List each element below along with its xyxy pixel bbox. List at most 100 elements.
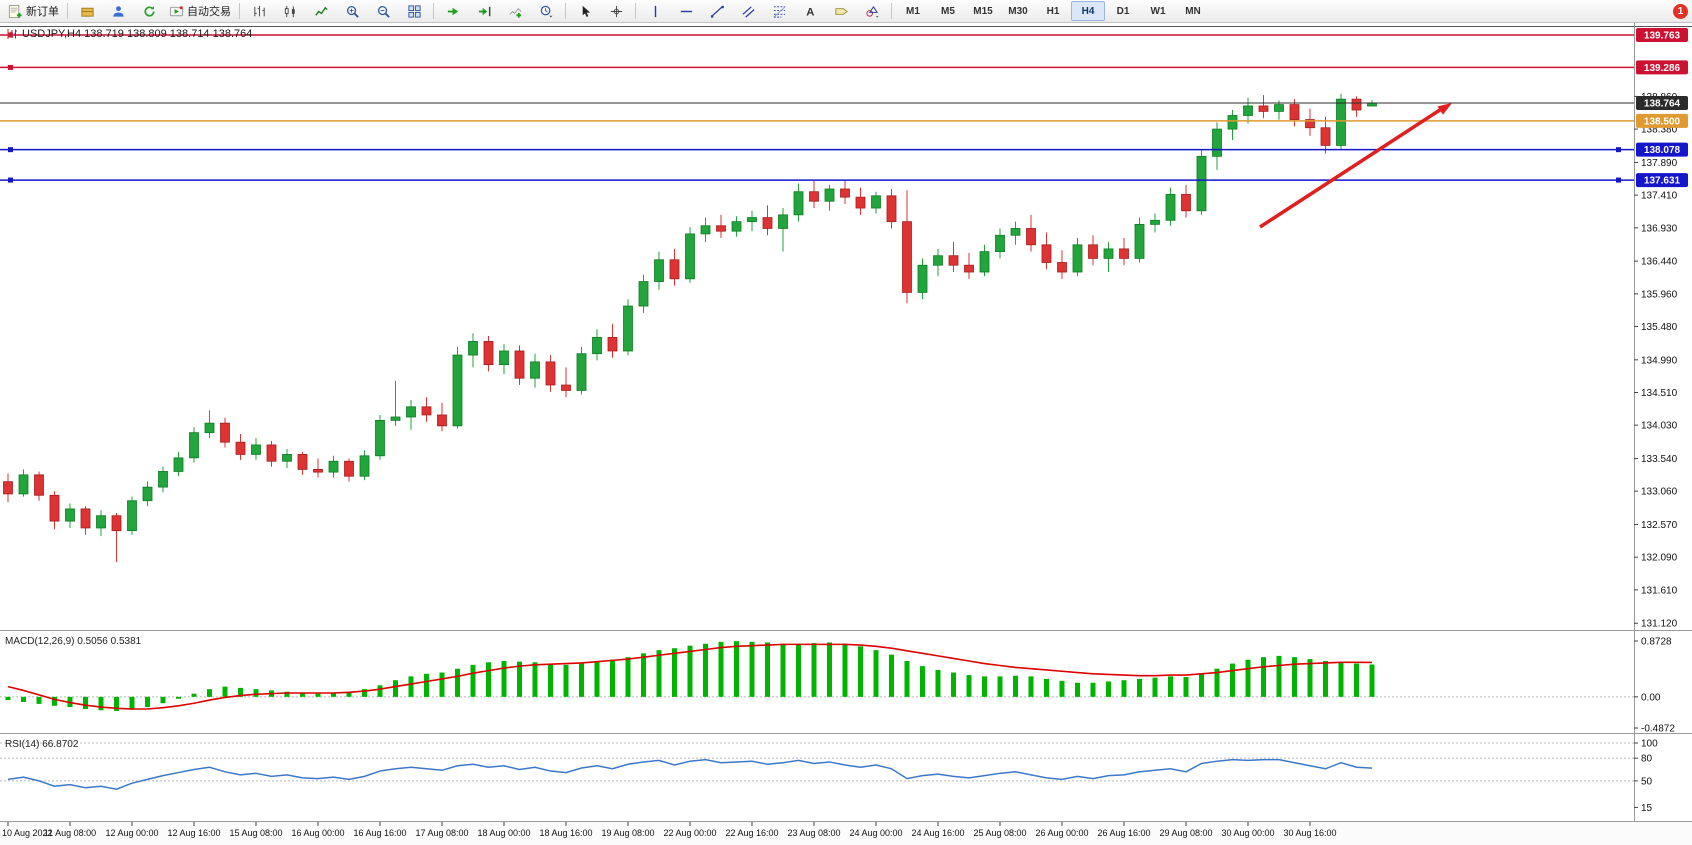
vertical-line-tool-button[interactable]: [640, 0, 670, 22]
notification-badge[interactable]: 1: [1673, 3, 1688, 19]
candle: [607, 336, 618, 352]
accounts-button[interactable]: [103, 0, 133, 22]
timeframe-button-m1[interactable]: M1: [906, 5, 920, 17]
auto-scroll-button[interactable]: [438, 0, 468, 22]
candle: [1336, 98, 1346, 146]
candlestick-chart-button[interactable]: [275, 0, 305, 22]
candle: [545, 361, 556, 386]
timeframe-button-h4[interactable]: H4: [1071, 1, 1105, 21]
channel-icon: [741, 5, 755, 18]
macd-signal-line: [7, 643, 1373, 710]
candle: [204, 422, 215, 434]
candle: [313, 469, 323, 473]
label-tool-button[interactable]: [826, 0, 856, 22]
candle: [561, 384, 571, 391]
price-badge-text: 139.763: [1644, 30, 1681, 41]
main-toolbar: 新订单 自动交易: [0, 0, 1692, 23]
toolbar-separator: [565, 3, 566, 19]
new-order-button[interactable]: 新订单: [4, 0, 63, 22]
price-axis-label: 134.510: [1641, 388, 1678, 399]
line-handle[interactable]: [8, 32, 13, 38]
zoom-in-icon: [346, 5, 359, 18]
toolbar-separator: [433, 3, 434, 19]
candle: [127, 500, 137, 532]
basket-icon: [80, 7, 94, 17]
candle: [173, 457, 184, 472]
trendline-tool-button[interactable]: [702, 0, 732, 22]
cursor-button[interactable]: [570, 0, 600, 22]
indicators-button[interactable]: [500, 0, 530, 22]
candle: [65, 508, 75, 522]
price-axis-label: 134.990: [1641, 355, 1678, 366]
candle: [34, 474, 44, 496]
candle: [995, 234, 1005, 253]
candle: [917, 264, 928, 293]
time-axis[interactable]: [0, 822, 1692, 845]
line-chart-button[interactable]: [306, 0, 336, 22]
candle: [592, 336, 602, 355]
time-axis-label: 22 Aug 16:00: [725, 828, 778, 838]
line-handle[interactable]: [8, 64, 13, 70]
trend-arrow-head: [1437, 103, 1452, 115]
candle: [1320, 127, 1331, 146]
candle: [1119, 248, 1129, 259]
candle: [840, 188, 850, 198]
crosshair-icon: [610, 5, 622, 17]
svg-text:A: A: [806, 6, 814, 18]
chart-shift-button[interactable]: [469, 0, 499, 22]
candle: [809, 191, 819, 202]
shapes-icon: [865, 5, 879, 18]
fibonacci-tool-button[interactable]: [764, 0, 794, 22]
time-axis-label: 26 Aug 16:00: [1097, 828, 1150, 838]
text-tool-button[interactable]: A: [795, 0, 825, 22]
zoom-out-button[interactable]: [368, 0, 398, 22]
time-axis-label: 26 Aug 00:00: [1035, 828, 1088, 838]
line-handle[interactable]: [1616, 147, 1621, 153]
refresh-button[interactable]: [134, 0, 164, 22]
timeframe-button-m5[interactable]: M5: [941, 5, 955, 17]
tile-windows-button[interactable]: [399, 0, 429, 22]
candle: [1057, 262, 1067, 273]
candle: [421, 406, 432, 416]
line-handle[interactable]: [8, 177, 13, 183]
crosshair-button[interactable]: [601, 0, 631, 22]
zoom-in-button[interactable]: [337, 0, 367, 22]
bar-chart-button[interactable]: [244, 0, 274, 22]
label-icon: [834, 7, 848, 15]
candle: [530, 361, 540, 379]
shapes-tool-button[interactable]: [857, 0, 887, 22]
line-handle[interactable]: [8, 147, 13, 153]
time-axis-label: 17 Aug 08:00: [415, 828, 468, 838]
candle: [390, 416, 401, 421]
autotrading-icon: [169, 5, 184, 16]
price-axis-label: 135.960: [1641, 289, 1678, 300]
candle: [514, 350, 525, 379]
rsi-scale-label: 80: [1641, 754, 1653, 765]
timeframe-button-mn[interactable]: MN: [1185, 5, 1201, 17]
time-axis-label: 16 Aug 00:00: [291, 828, 344, 838]
line-handle[interactable]: [1616, 177, 1621, 183]
candle: [669, 259, 680, 280]
line-chart-icon: [314, 6, 328, 16]
autotrading-button[interactable]: 自动交易: [165, 0, 235, 22]
periods-button[interactable]: [531, 0, 561, 22]
timeframe-button-w1[interactable]: W1: [1150, 5, 1166, 17]
candle: [1088, 244, 1098, 259]
price-axis-label: 137.410: [1641, 191, 1678, 202]
candle: [824, 188, 835, 202]
price-badge-support-2: [1636, 142, 1688, 157]
timeframe-button-m15[interactable]: M15: [973, 5, 993, 17]
price-badge-text: 138.500: [1644, 116, 1681, 127]
channel-tool-button[interactable]: [733, 0, 763, 22]
time-axis-label: 23 Aug 08:00: [787, 828, 840, 838]
horizontal-line-tool-button[interactable]: [671, 0, 701, 22]
history-center-button[interactable]: [72, 0, 102, 22]
timeframe-button-m30[interactable]: M30: [1008, 5, 1028, 17]
candle: [855, 196, 866, 209]
candle: [1351, 98, 1362, 111]
timeframe-button-h1[interactable]: H1: [1046, 5, 1060, 17]
candle: [1181, 194, 1191, 212]
trend-arrow[interactable]: [1259, 104, 1447, 229]
timeframe-button-d1[interactable]: D1: [1116, 5, 1130, 17]
